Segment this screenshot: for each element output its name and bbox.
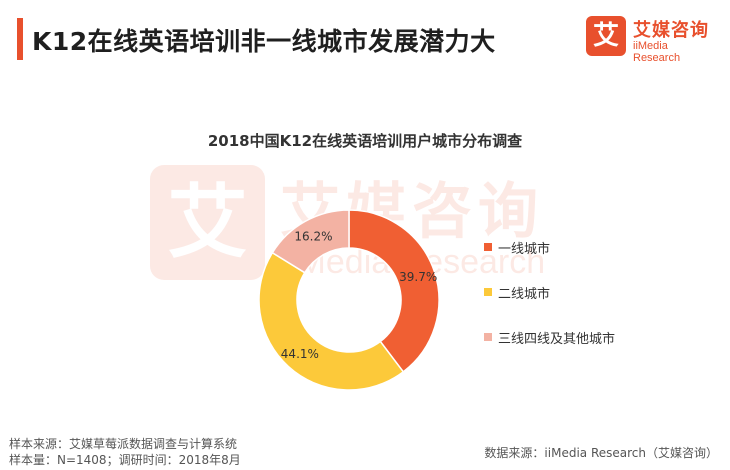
- logo-name-en: iiMedia Research: [633, 40, 681, 64]
- legend-swatch: [484, 333, 492, 341]
- header-accent-bar: [17, 18, 23, 60]
- logo-name-cn: 艾媒咨询: [633, 20, 709, 41]
- legend-label: 三线四线及其他城市: [498, 332, 616, 347]
- footer-notes: 样本来源：艾媒草莓派数据调查与计算系统 样本量：N=1408；调研时间：2018…: [9, 436, 241, 468]
- sample-size-text: 样本量：N=1408；调研时间：2018年8月: [9, 453, 241, 467]
- slice-value-label: 44.1%: [281, 347, 319, 361]
- brand-logo: 艾 艾媒咨询 iiMedia Research: [586, 14, 714, 64]
- legend-label: 二线城市: [498, 287, 551, 302]
- ai-logo-icon: 艾: [586, 16, 626, 56]
- chart-title: 2018中国K12在线英语培训用户城市分布调查: [207, 132, 523, 150]
- legend-label: 一线城市: [498, 242, 551, 257]
- legend-swatch: [484, 288, 492, 296]
- donut-slice: [258, 251, 405, 391]
- slice-value-label: 16.2%: [294, 229, 332, 243]
- watermark-logo-icon: 艾: [150, 165, 265, 280]
- data-source-text: 数据来源：iiMedia Research（艾媒咨询）: [484, 446, 718, 460]
- sample-source-text: 样本来源：艾媒草莓派数据调查与计算系统: [9, 437, 238, 451]
- donut-slice: [348, 209, 440, 373]
- donut-slice: [271, 209, 350, 274]
- page-title: K12在线英语培训非一线城市发展潜力大: [32, 27, 496, 56]
- slice-value-label: 39.7%: [399, 270, 437, 284]
- legend-swatch: [484, 243, 492, 251]
